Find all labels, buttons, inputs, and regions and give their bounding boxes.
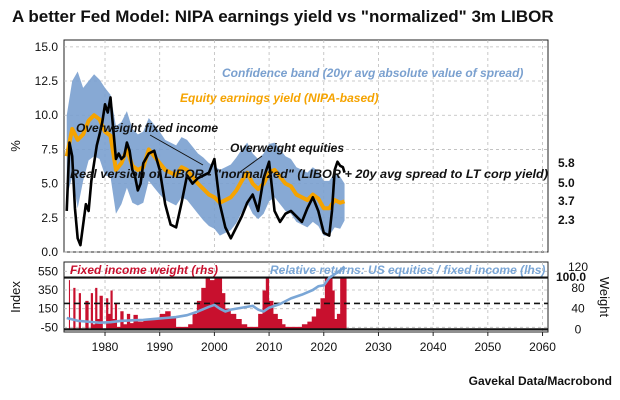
overweight-equities-pointer bbox=[239, 155, 263, 173]
bottom-right-axis-label: Weight bbox=[597, 277, 612, 318]
x-tick-label-2050: 2050 bbox=[474, 340, 501, 354]
top-ytick-label: 12.5 bbox=[35, 74, 59, 88]
bottom-right-ytick-label: 120 bbox=[568, 260, 588, 274]
x-tick-label-2040: 2040 bbox=[420, 340, 447, 354]
equity-annotation: Equity earnings yield (NIPA-based) bbox=[180, 91, 378, 105]
x-tick-label-2000: 2000 bbox=[201, 340, 228, 354]
bottom-left-ytick-label: 350 bbox=[38, 283, 58, 297]
x-tick-label-1980: 1980 bbox=[92, 340, 119, 354]
top-last-value-3: 2.3 bbox=[558, 213, 575, 227]
bottom-right-ytick-label: 40 bbox=[571, 302, 585, 316]
x-tick-label-2060: 2060 bbox=[529, 340, 556, 354]
relative-annotation: Relative returns: US equities / fixed in… bbox=[270, 263, 545, 277]
bottom-right-ytick-label: 80 bbox=[571, 281, 585, 295]
relative-returns-line bbox=[66, 265, 346, 324]
x-axis: 1980 1990 2000 2010 2020 2030 2040 2050 2060 bbox=[92, 332, 556, 354]
x-tick-label-1990: 1990 bbox=[146, 340, 173, 354]
bottom-last-value: 100.0 bbox=[556, 270, 586, 284]
top-ytick-label: 2.5 bbox=[41, 211, 58, 225]
top-ytick-label: 15.0 bbox=[35, 40, 59, 54]
top-ytick-label: 7.5 bbox=[41, 142, 58, 156]
libor-annotation: Real version of LIBOR - "normalized" (LI… bbox=[70, 167, 548, 181]
overweight-equities-annotation: Overweight equities bbox=[230, 141, 344, 155]
x-tick-label-2030: 2030 bbox=[365, 340, 392, 354]
bottom-left-ytick-label: 150 bbox=[38, 302, 58, 316]
equity-earnings-yield-line bbox=[64, 113, 346, 211]
top-ytick-label: 0.0 bbox=[41, 245, 58, 259]
top-last-value-1: 5.0 bbox=[558, 176, 575, 190]
bottom-panel-frame bbox=[63, 261, 549, 333]
x-tick-label-2020: 2020 bbox=[310, 340, 337, 354]
source-note: Gavekal Data/Macrobond bbox=[469, 374, 612, 388]
bottom-panel: -50 150 350 550 0 40 80 120 Index Weight Fixed inc… bbox=[8, 260, 612, 336]
chart-title: A better Fed Model: NIPA earnings yield … bbox=[12, 7, 554, 26]
normalized-libor-line bbox=[65, 96, 346, 247]
bottom-left-axis-label: Index bbox=[8, 281, 23, 313]
bottom-left-ytick-label: 550 bbox=[38, 264, 58, 278]
overweight-fixed-pointer bbox=[149, 134, 204, 166]
top-ytick-label: 10.0 bbox=[35, 108, 59, 122]
overweight-fixed-annotation: Overweight fixed income bbox=[76, 121, 218, 135]
top-ytick-label: 5.0 bbox=[41, 177, 58, 191]
top-last-value-2: 3.7 bbox=[558, 194, 575, 208]
top-panel: 0.0 2.5 5.0 7.5 10.0 12.5 15.0% Confidence band… bbox=[8, 39, 575, 259]
x-tick-label-2010: 2010 bbox=[256, 340, 283, 354]
bottom-right-ytick-label: 0 bbox=[575, 322, 582, 336]
top-last-value-0: 5.8 bbox=[558, 156, 575, 170]
weight-annotation: Fixed income weight (rhs) bbox=[70, 263, 218, 277]
bottom-left-ytick-label: -50 bbox=[41, 320, 59, 334]
band-annotation: Confidence band (20yr avg absolute value… bbox=[222, 66, 523, 80]
top-y-axis-label: % bbox=[8, 140, 23, 152]
confidence-band-area bbox=[66, 71, 345, 236]
